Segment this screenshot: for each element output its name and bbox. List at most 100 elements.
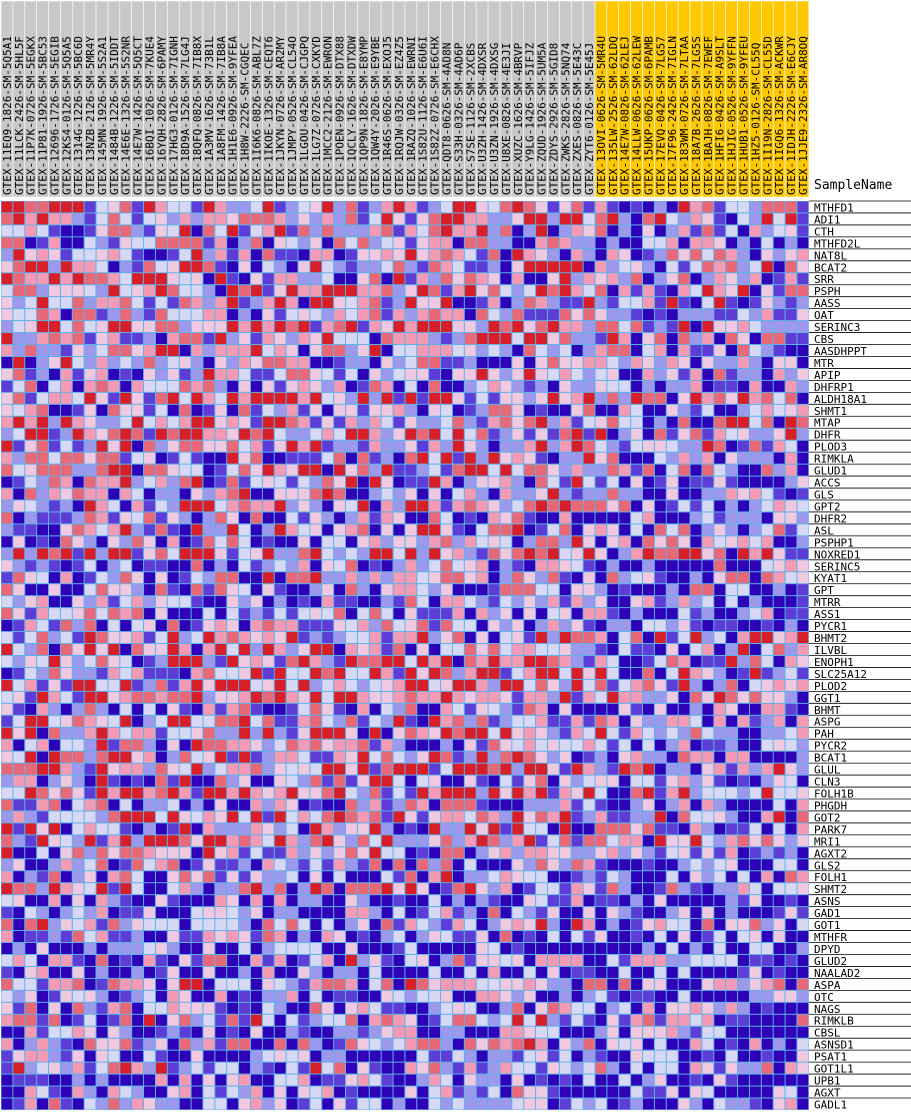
heatmap-cell [702,201,714,213]
heatmap-cell [452,823,464,835]
heatmap-cell [536,763,547,775]
heatmap-cell [785,345,797,356]
heatmap-cell [37,261,49,273]
heatmap-cell [773,775,785,787]
heatmap-cell [310,500,322,512]
heatmap-cell [203,261,215,273]
heatmap-cell [167,356,179,368]
heatmap-cell [108,392,120,404]
sample-label: GTEX-1H8W-2226-SM-CGQEC [239,43,252,195]
heatmap-cell [464,356,476,368]
heatmap-cell [60,966,72,978]
heatmap-cell [144,201,155,213]
heatmap-cell [167,954,179,966]
heatmap-cell [239,943,250,954]
heatmap-cell [417,392,429,404]
heatmap-cell [452,1026,464,1038]
heatmap-cell [191,632,203,644]
heatmap-cell [559,392,571,404]
heatmap-cell [536,1014,547,1026]
heatmap-cell [84,799,96,811]
heatmap-cell [631,285,643,297]
heatmap-cell [536,488,547,500]
heatmap-cell [571,297,583,309]
heatmap-cell [571,620,583,632]
heatmap-cell [239,524,250,536]
heatmap-cell [13,321,25,333]
sample-label: GTEX-1LGOU-0426-SM-CJGPQ [298,36,311,195]
heatmap-cell [488,404,500,416]
heatmap-cell [179,249,191,261]
heatmap-cell [1,261,13,273]
heatmap-cell [155,345,167,356]
heatmap-cell [108,1026,120,1038]
heatmap-cell [346,655,357,667]
heatmap-cell [666,751,678,763]
heatmap-cell [785,285,797,297]
heatmap-cell [785,225,797,237]
heatmap-cell [322,1002,334,1014]
heatmap-cell [13,847,25,859]
heatmap-cell [144,297,155,309]
heatmap-cell [452,261,464,273]
heatmap-cell [144,548,155,560]
heatmap-cell [726,823,738,835]
heatmap-cell [132,907,144,919]
heatmap-cell [405,978,417,990]
heatmap-cell [488,368,500,380]
heatmap-cell [286,392,298,404]
heatmap-cell [132,392,144,404]
heatmap-cell [583,488,595,500]
heatmap-cell [286,596,298,608]
heatmap-cell [714,691,726,703]
heatmap-cell [144,249,155,261]
heatmap-cell [203,847,215,859]
heatmap-cell [452,273,464,285]
heatmap-cell [773,990,785,1002]
heatmap-cell [654,1014,666,1026]
heatmap-cell [643,691,654,703]
heatmap-cell [393,763,405,775]
heatmap-cell [369,1014,381,1026]
heatmap-cell [643,201,654,213]
heatmap-cell [167,333,179,345]
heatmap-cell [619,620,631,632]
heatmap-cell [37,727,49,739]
heatmap-cell [357,632,369,644]
heatmap-cell [643,739,654,751]
heatmap-cell [500,919,512,931]
heatmap-cell [690,1002,702,1014]
heatmap-cell [702,500,714,512]
heatmap-cell [619,201,631,213]
heatmap-cell [155,620,167,632]
heatmap-cell [488,249,500,261]
heatmap-cell [452,1038,464,1050]
heatmap-cell [547,333,559,345]
heatmap-cell [322,620,334,632]
heatmap-cell [239,966,250,978]
heatmap-cell [286,333,298,345]
heatmap-cell [120,345,132,356]
heatmap-cell [536,440,547,452]
heatmap-cell [417,428,429,440]
heatmap-cell [239,285,250,297]
heatmap-cell [346,404,357,416]
heatmap-cell [215,966,227,978]
heatmap-cell [643,297,654,309]
heatmap-cell [702,847,714,859]
heatmap-cell [239,213,250,225]
heatmap-cell [441,715,452,727]
heatmap-cell [607,584,619,596]
heatmap-cell [464,548,476,560]
heatmap-cell [72,799,84,811]
heatmap-cell [1,799,13,811]
heatmap-cell [785,644,797,655]
heatmap-cell [488,584,500,596]
heatmap-cell [310,978,322,990]
heatmap-cell [595,356,607,368]
heatmap-cell [393,273,405,285]
heatmap-cell [310,261,322,273]
heatmap-cell [690,572,702,584]
heatmap-cell [37,321,49,333]
heatmap-cell [702,871,714,883]
